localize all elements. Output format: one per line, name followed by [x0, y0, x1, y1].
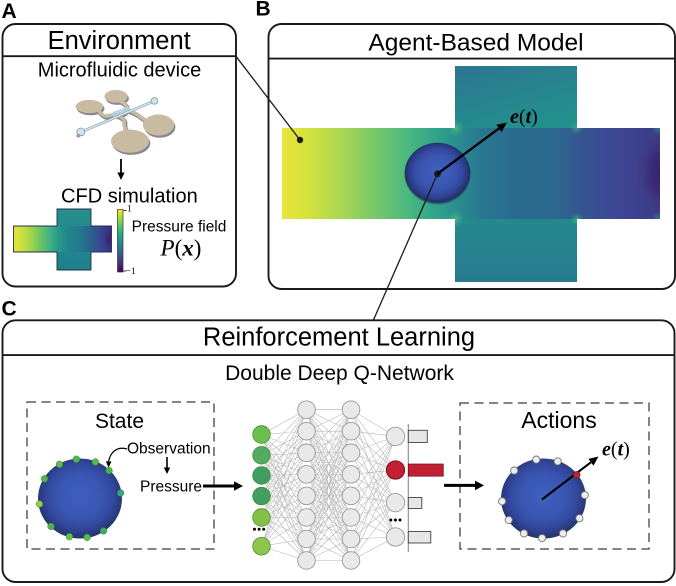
svg-text:State: State: [95, 410, 144, 433]
svg-text:Microfluidic device: Microfluidic device: [38, 60, 201, 82]
svg-text:Agent-Based Model: Agent-Based Model: [368, 30, 583, 57]
svg-text:e(t): e(t): [602, 439, 630, 461]
svg-text:P(x): P(x): [160, 236, 202, 261]
svg-text:−1: −1: [126, 267, 136, 277]
svg-text:B: B: [256, 0, 271, 21]
svg-text:Pressure field: Pressure field: [132, 219, 227, 236]
svg-text:Actions: Actions: [521, 407, 596, 433]
svg-text:Reinforcement Learning: Reinforcement Learning: [203, 324, 475, 352]
svg-text:Double Deep Q-Network: Double Deep Q-Network: [225, 362, 454, 385]
svg-text:e(t): e(t): [510, 106, 538, 128]
svg-text:1: 1: [127, 205, 132, 215]
svg-text:A: A: [2, 0, 17, 23]
svg-text:Observation: Observation: [127, 441, 211, 458]
svg-text:Pressure: Pressure: [140, 479, 202, 496]
svg-text:Environment: Environment: [48, 27, 191, 55]
svg-text:C: C: [2, 298, 17, 321]
svg-text:CFD simulation: CFD simulation: [61, 186, 198, 208]
